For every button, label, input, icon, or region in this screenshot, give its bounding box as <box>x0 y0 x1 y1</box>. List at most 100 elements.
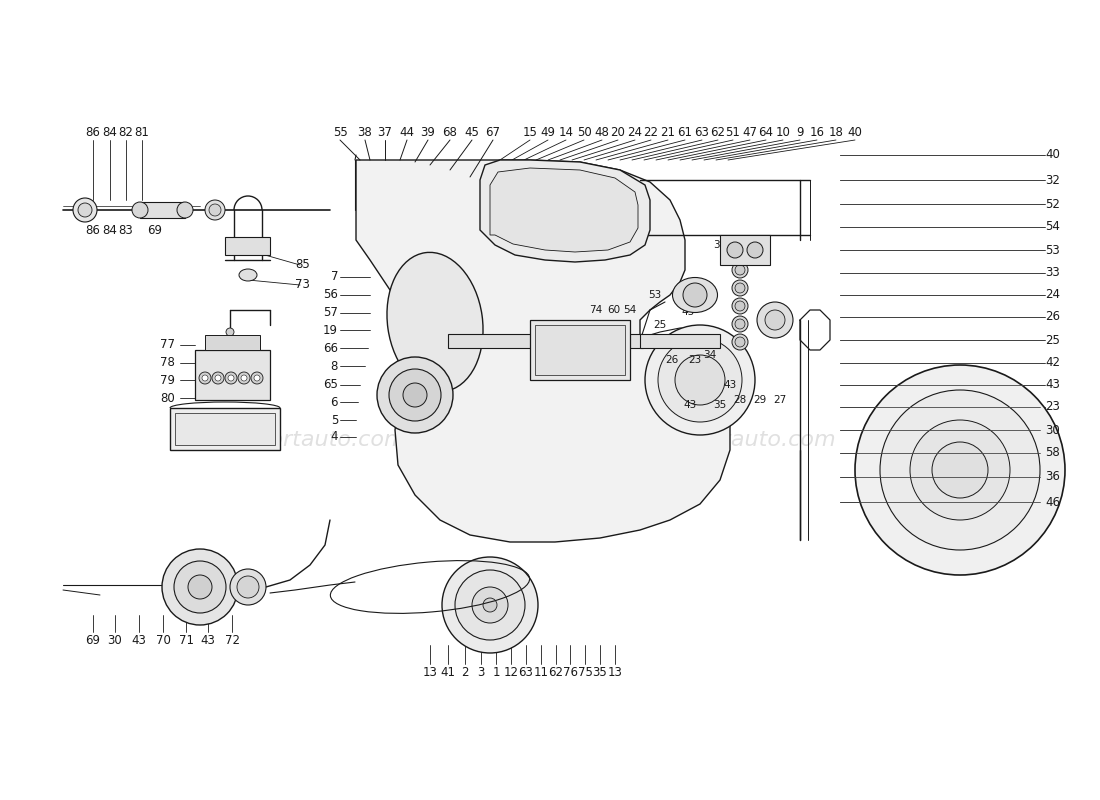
Text: 33: 33 <box>1045 266 1060 279</box>
Circle shape <box>241 375 248 381</box>
Circle shape <box>472 587 508 623</box>
Circle shape <box>403 383 427 407</box>
Text: 64: 64 <box>759 126 773 138</box>
Text: 14: 14 <box>559 126 573 138</box>
Bar <box>205 335 260 350</box>
Text: 49: 49 <box>540 126 556 138</box>
Text: 43: 43 <box>200 634 216 646</box>
Text: 8: 8 <box>331 359 338 373</box>
Text: 22: 22 <box>644 126 659 138</box>
Text: 23: 23 <box>689 355 702 365</box>
Circle shape <box>226 372 236 384</box>
Circle shape <box>236 576 258 598</box>
Circle shape <box>735 265 745 275</box>
Ellipse shape <box>239 269 257 281</box>
Text: eurosportauto.com: eurosportauto.com <box>194 430 406 450</box>
Circle shape <box>735 337 745 347</box>
Circle shape <box>214 375 221 381</box>
Text: 13: 13 <box>607 666 623 678</box>
Text: 29: 29 <box>754 395 767 405</box>
Text: 57: 57 <box>323 306 338 319</box>
Text: 67: 67 <box>485 126 501 138</box>
Circle shape <box>455 570 525 640</box>
Text: 45: 45 <box>464 126 480 138</box>
Text: 84: 84 <box>102 223 118 237</box>
Circle shape <box>732 334 748 350</box>
Circle shape <box>735 301 745 311</box>
Circle shape <box>732 280 748 296</box>
Circle shape <box>251 372 263 384</box>
Text: 43: 43 <box>681 307 694 317</box>
Text: eurosportauto.com: eurosportauto.com <box>624 430 836 450</box>
Text: 44: 44 <box>399 126 415 138</box>
Circle shape <box>174 561 226 613</box>
Circle shape <box>757 302 793 338</box>
Circle shape <box>389 369 441 421</box>
Text: 75: 75 <box>578 666 593 678</box>
Text: 26: 26 <box>1045 310 1060 323</box>
Text: 25: 25 <box>653 320 667 330</box>
Bar <box>530 320 630 380</box>
Text: 86: 86 <box>86 223 100 237</box>
Text: 61: 61 <box>678 126 693 138</box>
Circle shape <box>732 298 748 314</box>
Text: 83: 83 <box>119 223 133 237</box>
Bar <box>535 325 625 375</box>
Text: 69: 69 <box>86 634 100 646</box>
Text: 23: 23 <box>1045 401 1060 414</box>
Circle shape <box>377 357 453 433</box>
Circle shape <box>442 557 538 653</box>
Text: 36: 36 <box>1045 470 1060 483</box>
Text: 43: 43 <box>683 400 696 410</box>
Text: 26: 26 <box>666 355 679 365</box>
Circle shape <box>675 355 725 405</box>
Text: 59: 59 <box>666 340 679 350</box>
Bar <box>448 334 644 348</box>
Text: 35: 35 <box>593 666 607 678</box>
Circle shape <box>230 569 266 605</box>
Bar <box>195 350 270 400</box>
Text: 35: 35 <box>424 360 437 370</box>
Circle shape <box>735 319 745 329</box>
Text: 84: 84 <box>102 126 118 138</box>
Text: 71: 71 <box>178 634 194 646</box>
Bar <box>226 237 270 255</box>
Circle shape <box>764 310 785 330</box>
Text: 16: 16 <box>810 126 825 138</box>
Text: 43: 43 <box>132 634 146 646</box>
Circle shape <box>732 262 748 278</box>
Text: 66: 66 <box>323 342 338 354</box>
Text: 39: 39 <box>420 126 436 138</box>
Text: 58: 58 <box>1045 446 1060 459</box>
Text: 12: 12 <box>504 666 518 678</box>
Text: 40: 40 <box>848 126 862 138</box>
Text: 46: 46 <box>1045 495 1060 509</box>
Polygon shape <box>356 160 730 542</box>
Circle shape <box>226 328 234 336</box>
Text: 6: 6 <box>330 395 338 409</box>
Text: 43: 43 <box>433 340 447 350</box>
Circle shape <box>483 598 497 612</box>
Text: 11: 11 <box>534 666 549 678</box>
Polygon shape <box>490 168 638 252</box>
Circle shape <box>727 242 742 258</box>
Text: 5: 5 <box>331 414 338 426</box>
Circle shape <box>735 245 745 255</box>
Circle shape <box>747 242 763 258</box>
Text: 32: 32 <box>1045 174 1060 186</box>
Text: 15: 15 <box>522 126 538 138</box>
Text: 43: 43 <box>724 380 737 390</box>
Circle shape <box>855 365 1065 575</box>
Text: 28: 28 <box>734 395 747 405</box>
Text: 86: 86 <box>86 126 100 138</box>
Text: 52: 52 <box>1045 198 1060 210</box>
Text: 68: 68 <box>442 126 458 138</box>
Text: 77: 77 <box>160 338 175 351</box>
Circle shape <box>78 203 92 217</box>
Circle shape <box>910 420 1010 520</box>
Text: 62: 62 <box>711 126 726 138</box>
Circle shape <box>732 242 748 258</box>
Text: 20: 20 <box>610 126 626 138</box>
Text: 76: 76 <box>562 666 578 678</box>
Text: 40: 40 <box>1045 149 1060 162</box>
